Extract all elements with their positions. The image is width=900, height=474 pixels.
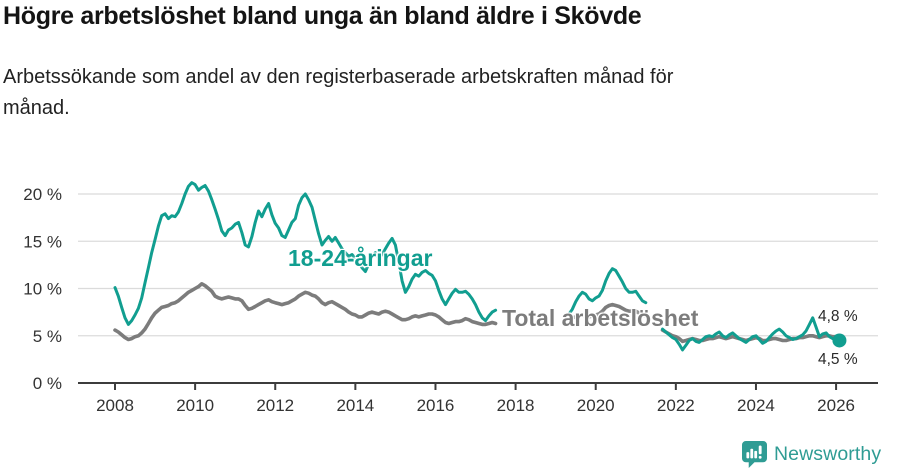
x-axis-tick-label: 2018 [497,396,535,415]
y-axis-tick-label: 5 % [33,327,62,346]
page-title: Högre arbetslöshet bland unga än bland ä… [3,2,642,30]
chart-subtitle: Arbetssökande som andel av den registerb… [3,62,673,124]
y-axis-tick-label: 10 % [23,280,62,299]
series-line-total [567,302,648,321]
series-label-total: Total arbetslöshet [502,305,699,331]
series-line-total [113,281,498,342]
x-axis-tick-label: 2012 [256,396,294,415]
y-axis-tick-label: 0 % [33,374,62,393]
end-value-label-total: 4,8 % [818,308,858,325]
x-axis-tick-label: 2020 [577,396,615,415]
series-line-young [567,267,648,316]
x-axis-tick-label: 2008 [96,396,134,415]
series-label-young: 18-24-åringar [288,245,433,271]
newsworthy-logo-text: Newsworthy [774,443,882,465]
series-line-young [661,316,841,352]
x-axis-tick-label: 2024 [737,396,775,415]
x-axis-tick-label: 2022 [657,396,695,415]
series-line-young [113,181,498,326]
speech-bubble-bar-chart-icon [742,441,767,468]
y-axis-tick-label: 20 % [23,185,62,204]
chart-subtitle-line1: Arbetssökande som andel av den registerb… [3,66,674,88]
x-axis-tick-label: 2016 [417,396,455,415]
x-axis-tick-label: 2010 [176,396,214,415]
latest-value-dot [832,333,847,348]
x-axis-tick-label: 2026 [817,396,855,415]
end-value-label-young: 4,5 % [818,351,858,368]
chart-subtitle-line2: månad. [3,97,70,119]
y-axis-tick-label: 15 % [23,232,62,251]
x-axis-tick-label: 2014 [336,396,374,415]
newsworthy-logo[interactable]: Newsworthy [742,441,881,468]
